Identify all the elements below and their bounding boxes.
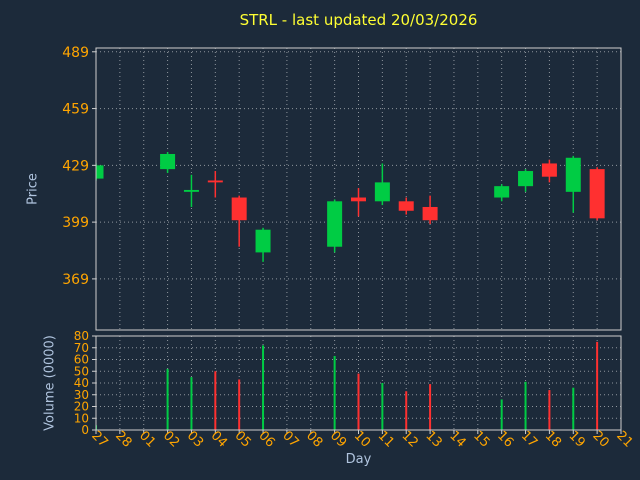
candle-12 xyxy=(398,197,414,215)
chart-title: STRL - last updated 20/03/2026 xyxy=(239,11,478,29)
x-tick-label: 19 xyxy=(566,428,588,450)
volume-tick-label: 20 xyxy=(74,400,89,414)
x-tick-label: 01 xyxy=(136,428,158,450)
svg-text:28: 28 xyxy=(112,428,134,450)
candle-05 xyxy=(231,195,247,247)
tick-marks xyxy=(92,51,622,434)
candle-27 xyxy=(96,163,104,181)
candle-04 xyxy=(207,171,223,198)
svg-text:19: 19 xyxy=(566,428,588,450)
x-tick-label: 14 xyxy=(446,428,468,450)
day-axis-label: Day xyxy=(345,452,372,467)
svg-text:13: 13 xyxy=(422,428,444,450)
volume-tick-label: 50 xyxy=(74,364,89,378)
x-tick-label: 05 xyxy=(232,428,254,450)
price-tick-label: 459 xyxy=(62,102,89,118)
x-tick-label: 04 xyxy=(208,428,230,450)
volume-panel-border xyxy=(95,335,622,431)
candle-18 xyxy=(541,159,557,183)
svg-text:07: 07 xyxy=(279,428,301,450)
svg-text:02: 02 xyxy=(160,428,182,450)
candle-17 xyxy=(518,169,534,192)
svg-text:27: 27 xyxy=(88,428,110,450)
price-tick-label: 429 xyxy=(62,158,89,174)
candlesticks xyxy=(96,152,605,262)
svg-text:03: 03 xyxy=(184,428,206,450)
x-tick-label: 06 xyxy=(255,428,277,450)
svg-text:06: 06 xyxy=(255,428,277,450)
svg-text:18: 18 xyxy=(542,428,564,450)
tick-labels: 27 28 01 02 03 04 05 06 07 08 09 10 11 12 13 14 15 16 17 18… xyxy=(62,45,635,451)
x-tick-label: 08 xyxy=(303,428,325,450)
volume-tick-label: 60 xyxy=(74,353,89,367)
svg-text:08: 08 xyxy=(303,428,325,450)
price-tick-label: 369 xyxy=(62,272,89,288)
volume-tick-label: 70 xyxy=(74,341,89,355)
candle-09 xyxy=(327,199,343,253)
svg-text:12: 12 xyxy=(399,428,421,450)
x-tick-label: 15 xyxy=(470,428,492,450)
svg-text:16: 16 xyxy=(494,428,516,450)
x-tick-label: 07 xyxy=(279,428,301,450)
x-tick-label: 28 xyxy=(112,428,134,450)
candle-11 xyxy=(374,163,390,206)
svg-text:01: 01 xyxy=(136,428,158,450)
volume-tick-label: 0 xyxy=(81,423,89,437)
svg-text:14: 14 xyxy=(446,428,468,450)
candle-02 xyxy=(160,152,176,173)
svg-text:09: 09 xyxy=(327,428,349,450)
svg-text:15: 15 xyxy=(470,428,492,450)
svg-text:21: 21 xyxy=(613,428,635,450)
x-tick-label: 11 xyxy=(375,428,397,450)
volume-bars xyxy=(96,341,599,430)
svg-text:10: 10 xyxy=(351,428,373,450)
svg-text:17: 17 xyxy=(518,428,540,450)
svg-text:04: 04 xyxy=(208,428,230,450)
price-panel-border xyxy=(95,47,622,331)
candle-10 xyxy=(351,188,366,217)
x-tick-label: 20 xyxy=(589,428,611,450)
x-tick-label: 12 xyxy=(399,428,421,450)
x-tick-label: 21 xyxy=(613,428,635,450)
volume-tick-label: 40 xyxy=(74,376,89,390)
price-tick-label: 399 xyxy=(62,215,89,231)
candle-03 xyxy=(183,174,199,207)
svg-text:20: 20 xyxy=(589,428,611,450)
x-tick-label: 09 xyxy=(327,428,349,450)
x-tick-label: 18 xyxy=(542,428,564,450)
svg-text:11: 11 xyxy=(375,428,397,450)
candle-20 xyxy=(589,167,605,221)
svg-text:05: 05 xyxy=(232,428,254,450)
x-tick-label: 10 xyxy=(351,428,373,450)
volume-tick-label: 10 xyxy=(74,411,89,425)
gridlines xyxy=(95,48,622,431)
candle-06 xyxy=(255,227,271,262)
x-tick-label: 27 xyxy=(88,428,110,450)
volume-tick-label: 80 xyxy=(74,329,89,343)
x-tick-label: 13 xyxy=(422,428,444,450)
price-tick-label: 489 xyxy=(62,45,89,61)
candle-16 xyxy=(494,184,510,202)
x-tick-label: 16 xyxy=(494,428,516,450)
candle-13 xyxy=(422,195,438,225)
x-tick-label: 02 xyxy=(160,428,182,450)
x-tick-label: 17 xyxy=(518,428,540,450)
x-tick-label: 03 xyxy=(184,428,206,450)
candle-19 xyxy=(565,155,581,213)
volume-tick-label: 30 xyxy=(74,388,89,402)
